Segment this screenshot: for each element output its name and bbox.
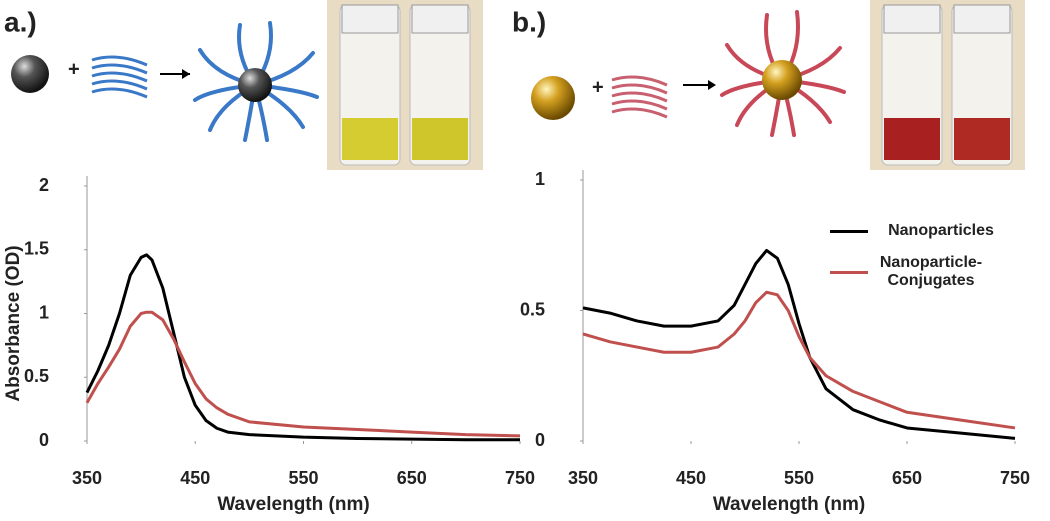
legend-label: Nanoparticle-Conjugates [879, 254, 983, 289]
legend-entry: Nanoparticle-Conjugates [830, 254, 1040, 290]
x-axis-label: Wavelength (nm) [713, 494, 865, 515]
x-tick-label: 750 [1000, 468, 1030, 488]
y-tick-label: 2 [39, 175, 49, 195]
x-tick-label: 650 [397, 468, 427, 488]
y-tick-label: 1.5 [24, 239, 49, 259]
series-line [85, 253, 520, 442]
illustration-a: + [11, 0, 483, 170]
y-tick-label: 1 [39, 302, 49, 322]
panel-label: b.) [512, 6, 546, 37]
legend-label: Nanoparticles [888, 222, 994, 239]
svg-text:+: + [68, 58, 80, 80]
legend-swatch [830, 270, 868, 274]
x-tick-label: 750 [505, 468, 535, 488]
x-tick-label: 450 [180, 468, 210, 488]
legend: Nanoparticles Nanoparticle-Conjugates [830, 222, 1040, 304]
y-tick-label: 0 [535, 430, 545, 450]
legend-swatch [830, 229, 868, 233]
y-tick-label: 0.5 [24, 366, 49, 386]
x-axis-label: Wavelength (nm) [217, 494, 369, 515]
legend-entry: Nanoparticles [830, 222, 1040, 240]
x-tick-label: 550 [288, 468, 318, 488]
x-tick-label: 450 [676, 468, 706, 488]
x-tick-label: 350 [72, 468, 102, 488]
x-tick-label: 350 [568, 468, 598, 488]
x-tick-label: 550 [784, 468, 814, 488]
illustration-b: + [531, 0, 1025, 170]
y-tick-label: 0.5 [520, 299, 545, 319]
y-axis-label: Absorbance (OD) [3, 245, 24, 401]
series-line [582, 290, 1016, 430]
y-tick-label: 1 [535, 169, 545, 189]
series-line [85, 310, 521, 438]
y-tick-label: 0 [39, 430, 49, 450]
svg-text:+: + [592, 76, 604, 98]
series-line [582, 248, 1016, 440]
panel-label: a.) [4, 6, 37, 37]
x-tick-label: 650 [892, 468, 922, 488]
